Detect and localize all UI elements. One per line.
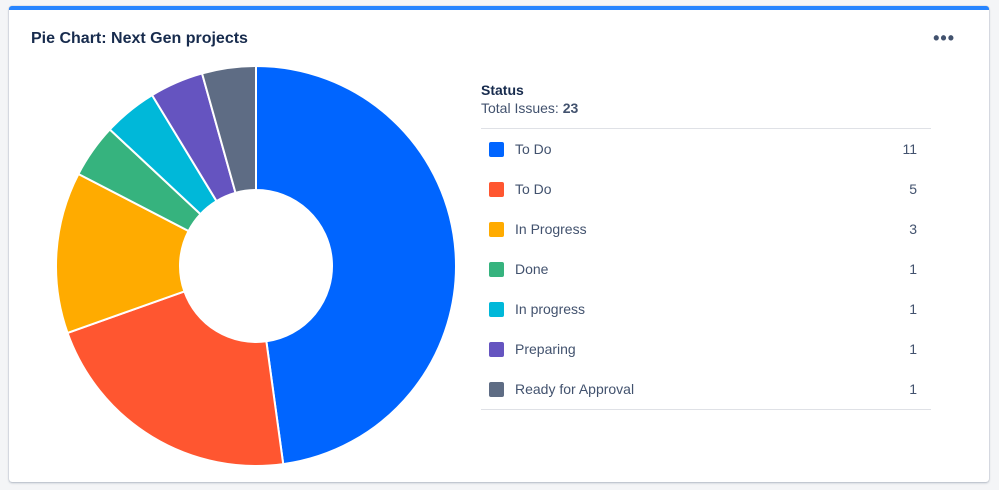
legend-item[interactable]: Preparing 1	[481, 329, 931, 369]
more-horizontal-icon[interactable]: •••	[933, 28, 955, 48]
legend-value: 11	[902, 141, 917, 157]
legend-label: In progress	[515, 301, 586, 317]
pie-slice-2[interactable]	[66, 290, 285, 467]
pie-slice-3[interactable]	[55, 172, 190, 335]
legend-item[interactable]: In Progress 3	[481, 209, 931, 249]
legend-label: Ready for Approval	[515, 381, 635, 397]
legend-swatch	[489, 301, 504, 317]
legend-label: To Do	[515, 181, 552, 197]
legend-swatch	[489, 341, 504, 357]
legend-value: 1	[909, 301, 917, 317]
pie-chart-gadget: Pie Chart: Next Gen projects ••• Status …	[9, 6, 989, 482]
legend-swatch	[489, 381, 504, 397]
legend-label: To Do	[515, 141, 552, 157]
total-issues-value: 23	[562, 100, 579, 116]
legend-heading: Status	[481, 82, 524, 98]
legend-swatch	[489, 221, 504, 237]
legend-label: Done	[515, 261, 549, 277]
legend-item[interactable]: Done 1	[481, 249, 931, 289]
legend-value: 1	[909, 261, 917, 277]
legend-item[interactable]: To Do 5	[481, 169, 931, 209]
legend-label: Preparing	[515, 341, 576, 357]
total-issues: Total Issues: 23	[481, 100, 931, 116]
total-issues-label: Total Issues:	[481, 100, 559, 116]
legend-swatch	[489, 181, 504, 197]
legend-item[interactable]: To Do 11	[481, 129, 931, 169]
legend-value: 1	[909, 341, 917, 357]
legend-label: In Progress	[515, 221, 587, 237]
pie-slice-7[interactable]	[200, 64, 257, 195]
pie-slice-1[interactable]	[255, 64, 457, 466]
pie-chart	[55, 64, 457, 467]
gadget-title: Pie Chart: Next Gen projects	[31, 30, 248, 47]
legend-item[interactable]: In progress 1	[481, 289, 931, 329]
legend-swatch	[489, 141, 504, 157]
chart-legend: Status Total Issues: 23 To Do 11 To Do 5 In …	[481, 82, 931, 410]
legend-value: 3	[909, 221, 917, 237]
legend-value: 5	[909, 181, 917, 197]
legend-list: To Do 11 To Do 5 In Progress 3 Done 1 In progres…	[481, 128, 931, 410]
legend-swatch	[489, 261, 504, 277]
legend-value: 1	[909, 381, 917, 397]
legend-item[interactable]: Ready for Approval 1	[481, 369, 931, 409]
